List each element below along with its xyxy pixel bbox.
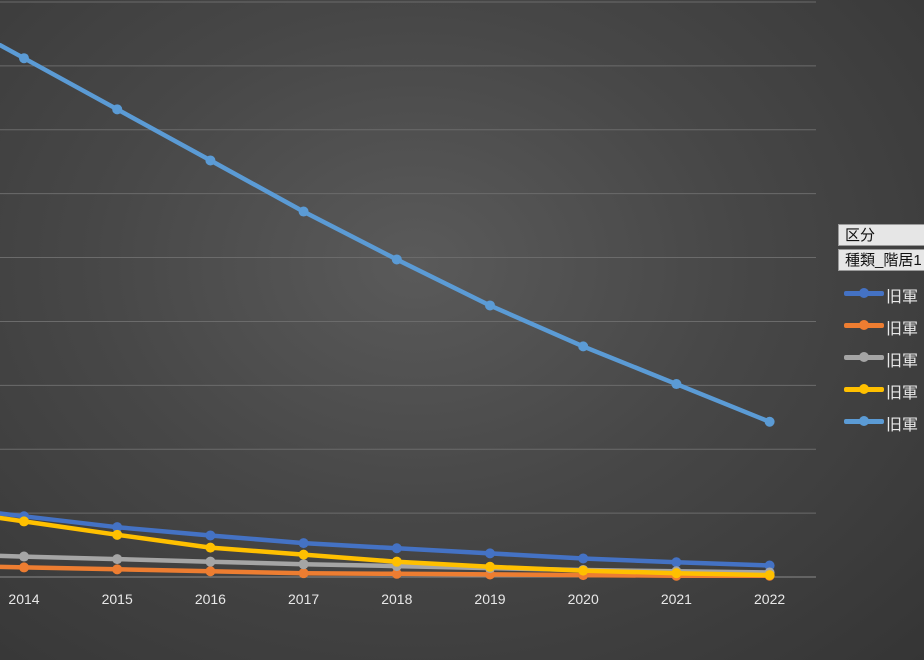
data-point xyxy=(391,543,402,554)
legend: 区分 種類_階居1 旧軍 旧軍 旧軍 旧軍 旧軍 xyxy=(838,224,924,437)
data-point xyxy=(391,254,402,265)
gridlines xyxy=(0,1,816,578)
data-point xyxy=(391,556,402,567)
data-point xyxy=(205,542,216,553)
data-point xyxy=(19,516,29,527)
data-point xyxy=(112,529,123,540)
data-point xyxy=(19,53,29,64)
legend-item-label: 旧軍 xyxy=(886,321,919,338)
x-tick-label: 2021 xyxy=(661,591,692,607)
series-4 xyxy=(0,515,775,581)
legend-item-1[interactable]: 旧軍 xyxy=(838,277,924,309)
data-point xyxy=(298,549,309,560)
legend-item-2[interactable]: 旧軍 xyxy=(838,309,924,341)
data-point xyxy=(298,206,309,217)
x-tick-label: 2015 xyxy=(102,591,133,607)
data-point xyxy=(485,300,495,311)
data-point xyxy=(764,560,775,571)
data-point xyxy=(485,548,495,559)
data-point xyxy=(485,561,495,572)
legend-item-label: 旧軍 xyxy=(886,417,919,434)
series-line xyxy=(0,515,772,578)
data-point xyxy=(671,379,682,390)
data-point xyxy=(671,568,682,579)
legend-swatch xyxy=(844,320,884,330)
x-tick-label: 2014 xyxy=(8,591,39,607)
data-point xyxy=(391,568,402,579)
data-point xyxy=(19,562,29,573)
data-point xyxy=(112,104,123,115)
data-point xyxy=(298,538,309,549)
series-line xyxy=(0,564,772,578)
data-point xyxy=(112,564,123,575)
data-point xyxy=(205,155,216,166)
legend-swatch xyxy=(844,416,884,426)
x-tick-label: 2019 xyxy=(474,591,505,607)
data-point xyxy=(298,559,309,570)
x-tick-label: 2022 xyxy=(754,591,785,607)
legend-item-4[interactable]: 旧軍 xyxy=(838,373,924,405)
legend-item-3[interactable]: 旧軍 xyxy=(838,341,924,373)
x-tick-label: 2017 xyxy=(288,591,319,607)
data-point xyxy=(764,416,775,427)
data-point xyxy=(19,551,29,562)
data-point xyxy=(578,553,589,564)
data-point xyxy=(671,557,682,568)
data-point xyxy=(764,570,775,581)
legend-item-label: 旧軍 xyxy=(886,385,919,402)
legend-item-label: 旧軍 xyxy=(886,289,919,306)
series-line xyxy=(0,511,772,568)
data-point xyxy=(298,568,309,579)
legend-item-5[interactable]: 旧軍 xyxy=(838,405,924,437)
legend-swatch xyxy=(844,384,884,394)
x-tick-label: 2016 xyxy=(195,591,226,607)
legend-swatch xyxy=(844,288,884,298)
legend-item-label: 旧軍 xyxy=(886,353,919,370)
legend-header-type[interactable]: 種類_階居1 xyxy=(838,249,924,271)
x-tick-label: 2018 xyxy=(381,591,412,607)
data-point xyxy=(112,522,123,533)
legend-header-category[interactable]: 区分 xyxy=(838,224,924,246)
x-tick-label: 2020 xyxy=(568,591,599,607)
data-point xyxy=(112,554,123,565)
data-point xyxy=(205,556,216,567)
series-5 xyxy=(0,42,775,427)
x-axis-tick-labels: 2014 2015 2016 2017 2018 2019 2020 2021 2022 xyxy=(8,591,785,607)
data-point xyxy=(578,565,589,576)
legend-swatch xyxy=(844,352,884,362)
data-point xyxy=(205,530,216,541)
data-point xyxy=(578,341,589,352)
series-lines xyxy=(0,42,775,581)
series-line xyxy=(0,42,772,425)
data-point xyxy=(205,566,216,577)
